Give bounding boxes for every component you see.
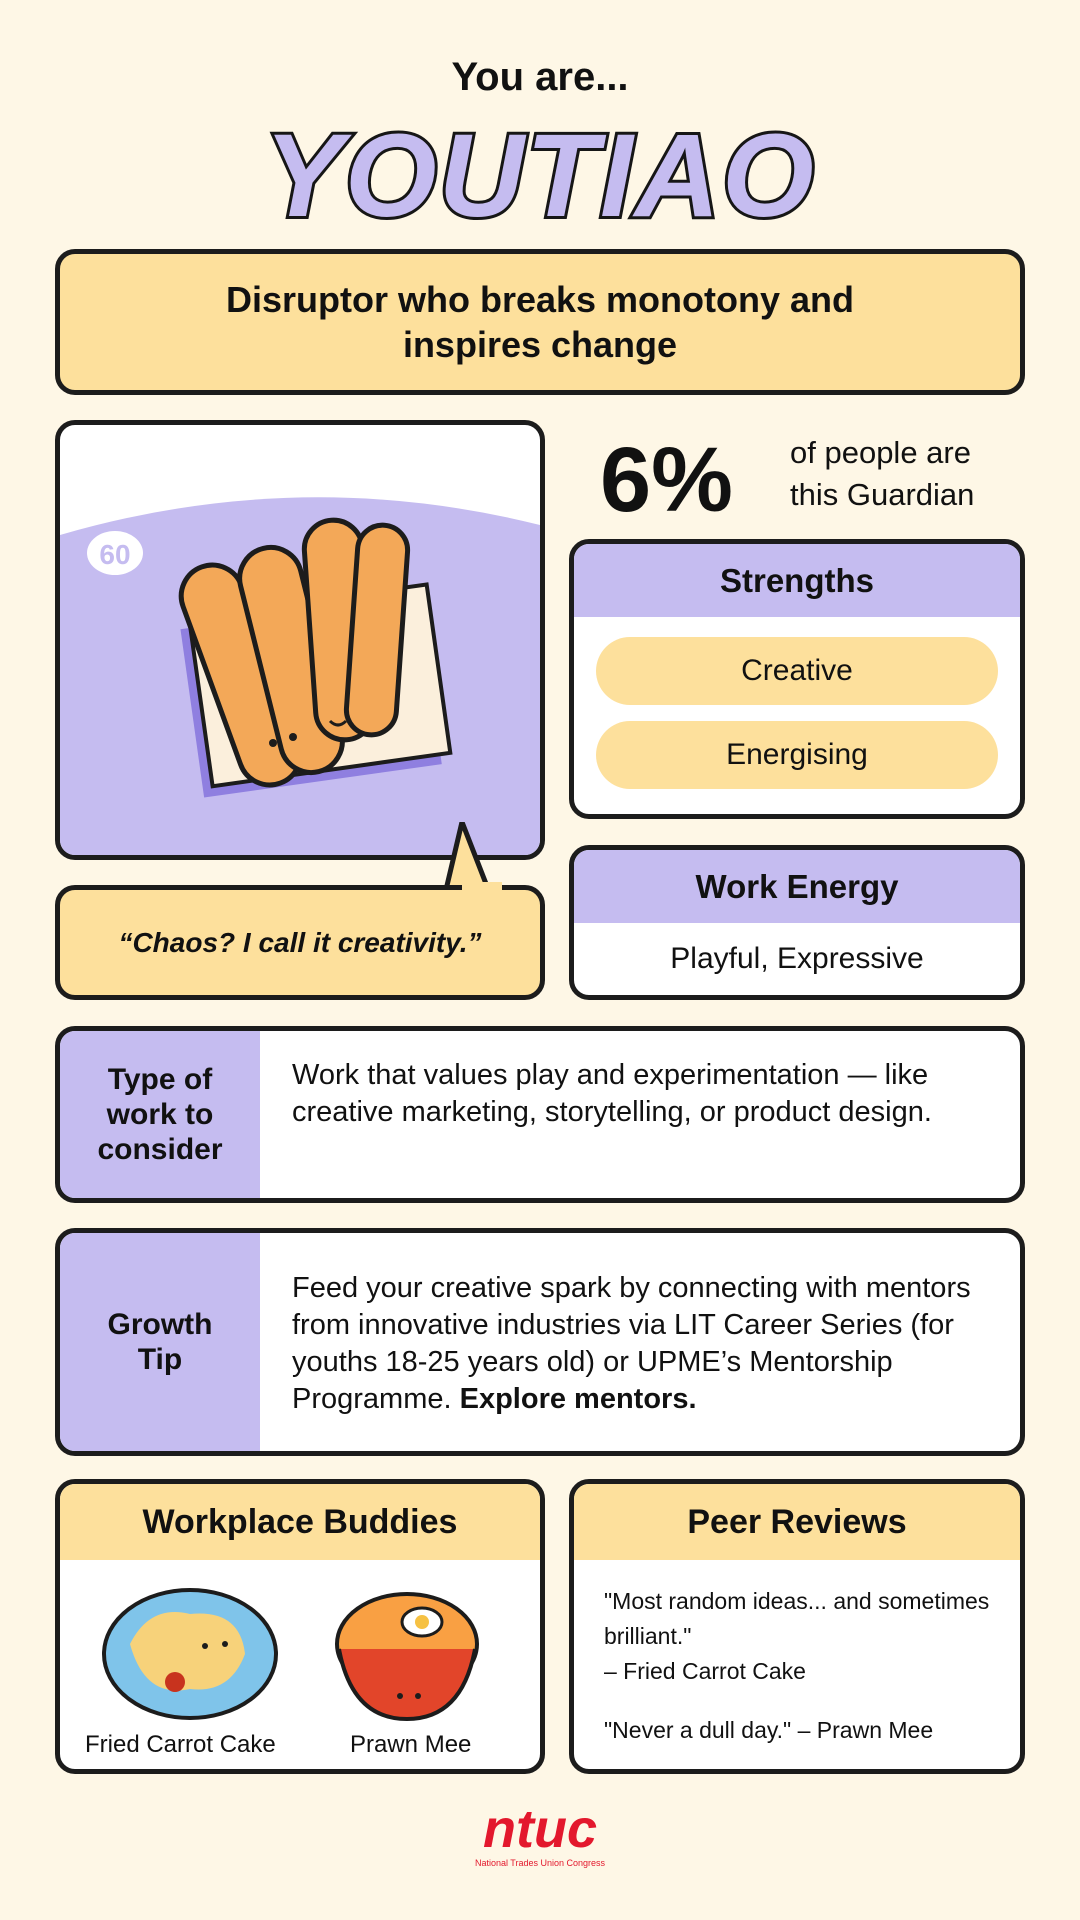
ntuc-logo: ntuc National Trades Union Congress (440, 1800, 640, 1868)
growth-tip-body: Feed your creative spark by connecting w… (292, 1272, 971, 1415)
stat-caption-line2: this Guardian (790, 477, 975, 512)
workplace-buddies-card: Workplace Buddies Fried Carrot Cake Praw… (55, 1479, 545, 1774)
review-author: – Prawn Mee (797, 1717, 934, 1743)
explore-mentors-link[interactable]: Explore mentors. (459, 1383, 697, 1415)
peer-review: "Never a dull day." – Prawn Mee (604, 1717, 1010, 1744)
buddy-name: Fried Carrot Cake (85, 1731, 276, 1758)
type-of-work-label: Type of work to consider (60, 1031, 260, 1198)
strength-pill: Creative (596, 637, 998, 705)
strengths-card: Strengths Creative Energising (569, 539, 1025, 819)
character-quote: “Chaos? I call it creativity.” (118, 926, 482, 958)
growth-tip-card: Growth Tip Feed your creative spark by c… (55, 1228, 1025, 1456)
tagline: Disruptor who breaks monotony and inspir… (225, 279, 855, 365)
peer-review: "Most random ideas... and sometimes bril… (604, 1584, 1000, 1689)
character-card: 60 (55, 420, 545, 860)
growth-tip-label: Growth Tip (60, 1233, 260, 1451)
quote-bubble: “Chaos? I call it creativity.” (55, 885, 545, 1000)
growth-tip-text: Feed your creative spark by connecting w… (292, 1270, 1005, 1418)
intro-text: You are... (451, 55, 629, 99)
youtiao-illustration: 60 (60, 497, 540, 855)
review-quote: "Most random ideas... and sometimes bril… (604, 1588, 990, 1649)
peer-reviews-card: Peer Reviews "Most random ideas... and s… (569, 1479, 1025, 1774)
strength-pill: Energising (596, 721, 998, 789)
review-quote: "Never a dull day." (604, 1717, 792, 1743)
result-title: YOUTIAO (261, 107, 817, 245)
ntuc-logo-text: ntuc (483, 1799, 597, 1859)
work-energy-value: Playful, Expressive (670, 942, 924, 975)
buddy-name: Prawn Mee (350, 1731, 472, 1758)
badge-number: 60 (99, 539, 130, 570)
stat-value: 6% (600, 429, 733, 531)
work-energy-title: Work Energy (574, 850, 1020, 923)
prawn-mee-icon (335, 1592, 479, 1722)
tail-join (462, 882, 502, 894)
work-energy-card: Work Energy Playful, Expressive (569, 845, 1025, 1000)
ntuc-logo-subtitle: National Trades Union Congress (474, 1858, 606, 1868)
strengths-title: Strengths (574, 544, 1020, 617)
fried-carrot-cake-icon (102, 1588, 278, 1720)
stat-caption-line1: of people are (790, 435, 971, 470)
type-of-work-text: Work that values play and experimentatio… (292, 1059, 932, 1128)
review-author: – Fried Carrot Cake (604, 1658, 806, 1684)
type-of-work-card: Type of work to consider Work that value… (55, 1026, 1025, 1203)
buddies-title: Workplace Buddies (60, 1484, 540, 1560)
stat-caption: of people are this Guardian (790, 432, 974, 516)
tagline-card: Disruptor who breaks monotony and inspir… (55, 249, 1025, 395)
peer-reviews-title: Peer Reviews (574, 1484, 1020, 1560)
